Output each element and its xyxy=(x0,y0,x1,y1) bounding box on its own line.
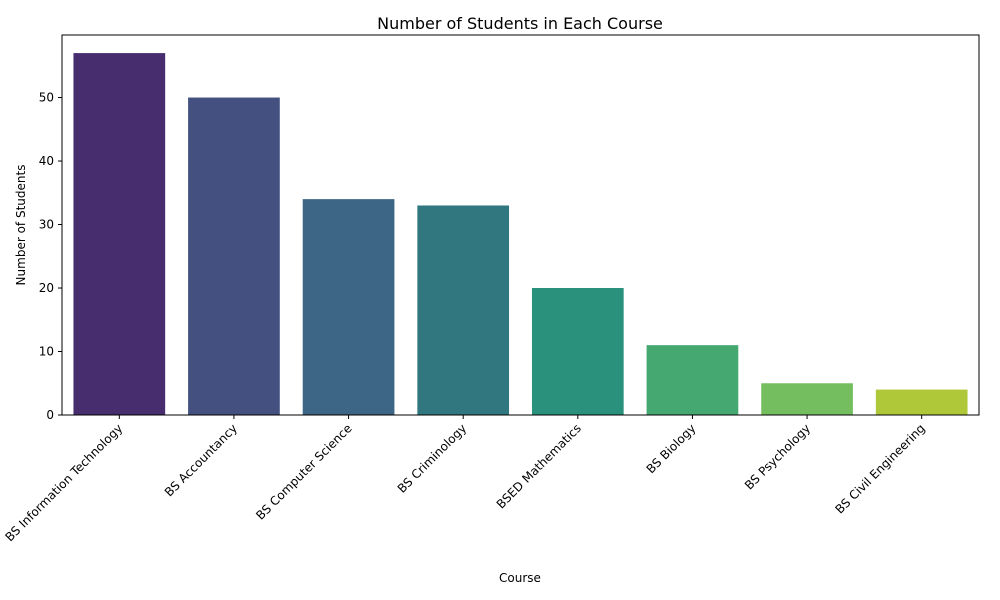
bars-group xyxy=(73,53,968,416)
x-tick-label-4: BSED Mathematics xyxy=(494,421,584,511)
x-axis-label: Course xyxy=(499,571,541,585)
bar-7 xyxy=(875,389,968,415)
y-tick-label-2: 20 xyxy=(39,281,54,295)
x-tick-label-3: BS Criminology xyxy=(395,421,470,496)
bar-6 xyxy=(761,383,853,415)
x-tick-label-6: BS Psychology xyxy=(742,421,813,492)
x-tick-label-5: BS Biology xyxy=(644,421,699,476)
bar-4 xyxy=(531,288,624,415)
x-tick-label-1: BS Accountancy xyxy=(162,421,240,499)
y-tick-label-5: 50 xyxy=(39,91,54,105)
bar-0 xyxy=(73,53,166,415)
x-tick-label-0: BS Information Technology xyxy=(2,421,125,544)
bar-3 xyxy=(417,205,510,415)
y-tick-label-1: 10 xyxy=(39,345,54,359)
x-tick-label-7: BS Civil Engineering xyxy=(833,421,928,516)
x-axis: BS Information Technology BS Accountancy B… xyxy=(2,415,928,544)
chart-title: Number of Students in Each Course xyxy=(377,14,663,33)
plot-frame xyxy=(61,34,980,416)
y-axis: 0 10 20 30 40 50 xyxy=(39,91,62,422)
x-tick-label-2: BS Computer Science xyxy=(253,421,354,522)
y-tick-label-3: 30 xyxy=(39,218,54,232)
bar-5 xyxy=(646,345,739,415)
y-tick-label-0: 0 xyxy=(46,408,54,422)
bar-1 xyxy=(188,97,280,416)
bar-2 xyxy=(302,199,395,415)
y-tick-label-4: 40 xyxy=(39,154,54,168)
y-axis-label: Number of Students xyxy=(14,165,28,286)
